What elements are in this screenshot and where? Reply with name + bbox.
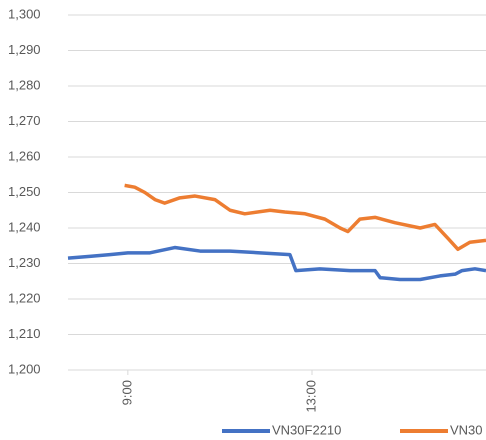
y-tick-label: 1,300 bbox=[8, 6, 41, 21]
x-tick-label: 13:00 bbox=[303, 380, 318, 413]
y-tick-label: 1,250 bbox=[8, 184, 41, 199]
y-tick-label: 1,260 bbox=[8, 148, 41, 163]
y-tick-label: 1,230 bbox=[8, 255, 41, 270]
legend-label: VN30 bbox=[450, 422, 483, 437]
y-tick-label: 1,290 bbox=[8, 42, 41, 57]
y-tick-label: 1,270 bbox=[8, 113, 41, 128]
y-tick-label: 1,200 bbox=[8, 361, 41, 376]
series-line bbox=[67, 245, 486, 282]
y-tick-label: 1,240 bbox=[8, 219, 41, 234]
series-line bbox=[124, 183, 486, 252]
x-tick-label: 9:00 bbox=[119, 380, 134, 405]
legend-label: VN30F2210 bbox=[272, 422, 341, 437]
y-tick-label: 1,220 bbox=[8, 290, 41, 305]
y-tick-label: 1,210 bbox=[8, 326, 41, 341]
y-tick-label: 1,280 bbox=[8, 77, 41, 92]
